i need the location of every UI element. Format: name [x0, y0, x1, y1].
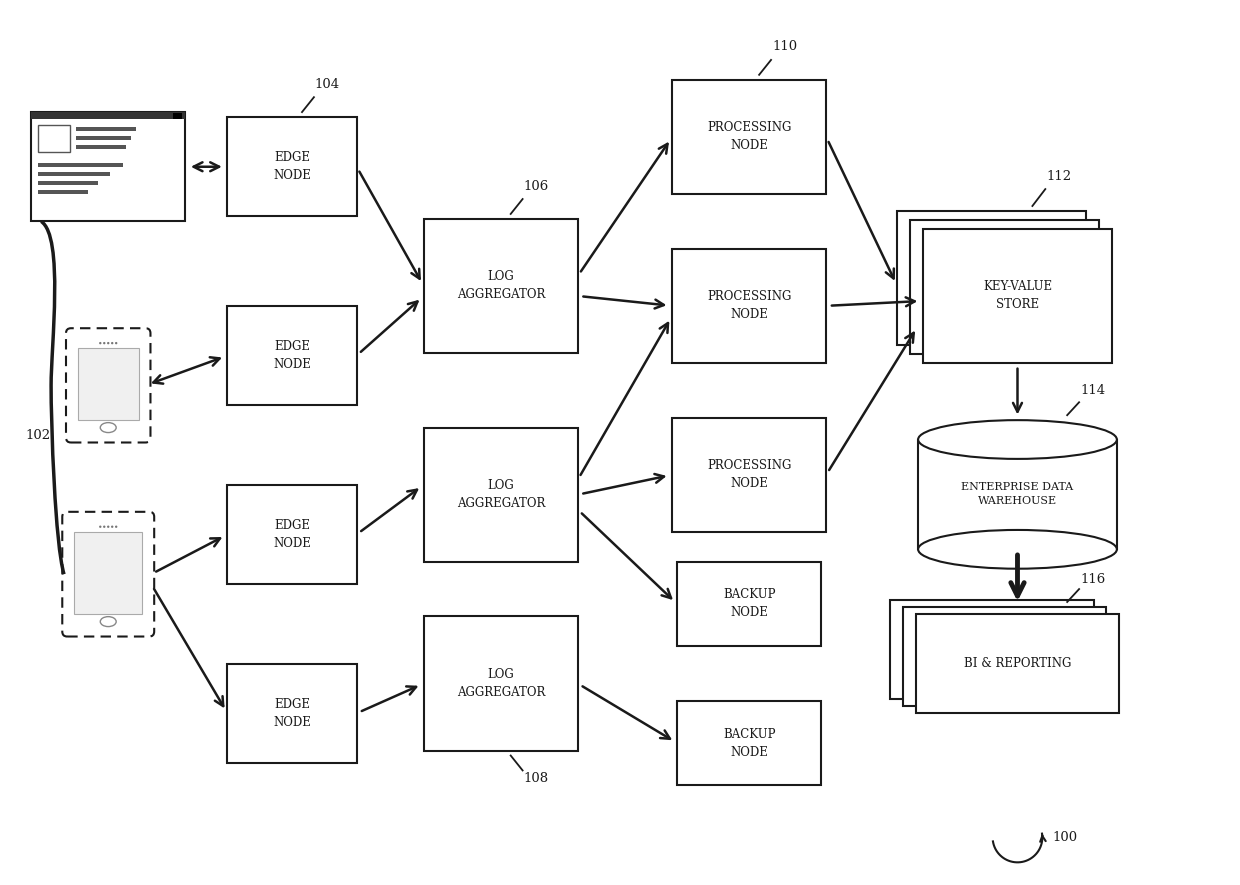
Bar: [31, 112, 185, 119]
Text: EDGE
NODE: EDGE NODE: [273, 151, 311, 182]
Bar: [424, 219, 578, 353]
Bar: [38, 163, 123, 166]
Bar: [227, 306, 357, 405]
Text: BACKUP
NODE: BACKUP NODE: [723, 727, 775, 758]
Circle shape: [99, 342, 102, 344]
FancyBboxPatch shape: [62, 512, 154, 636]
Bar: [38, 172, 109, 176]
Text: LOG
AGGREGATOR: LOG AGGREGATOR: [456, 271, 544, 302]
Text: 108: 108: [523, 772, 549, 785]
Text: 106: 106: [523, 180, 549, 193]
Bar: [672, 418, 826, 532]
Bar: [78, 348, 139, 419]
Circle shape: [112, 526, 113, 528]
Ellipse shape: [100, 617, 117, 627]
Bar: [174, 113, 182, 119]
Bar: [903, 607, 1106, 706]
Text: BACKUP
NODE: BACKUP NODE: [723, 589, 775, 619]
Bar: [672, 249, 826, 363]
Text: 110: 110: [773, 41, 797, 53]
Bar: [227, 664, 357, 763]
Bar: [38, 189, 88, 194]
Text: LOG
AGGREGATOR: LOG AGGREGATOR: [456, 668, 544, 699]
Bar: [424, 427, 578, 562]
Bar: [677, 701, 821, 785]
Circle shape: [115, 342, 118, 344]
Text: PROCESSING
NODE: PROCESSING NODE: [707, 459, 791, 490]
Text: 102: 102: [26, 428, 51, 442]
Text: 112: 112: [1047, 170, 1071, 182]
Bar: [424, 616, 578, 750]
Bar: [910, 219, 1099, 354]
Circle shape: [103, 526, 105, 528]
Circle shape: [99, 526, 102, 528]
Bar: [31, 112, 185, 221]
Circle shape: [107, 526, 109, 528]
Text: KEY-VALUE
STORE: KEY-VALUE STORE: [983, 281, 1052, 312]
Bar: [919, 440, 1116, 530]
Text: 104: 104: [315, 78, 340, 91]
Bar: [227, 117, 357, 217]
Ellipse shape: [100, 423, 117, 433]
Text: LOG
AGGREGATOR: LOG AGGREGATOR: [456, 479, 544, 510]
Text: EDGE
NODE: EDGE NODE: [273, 340, 311, 371]
Bar: [918, 440, 1117, 550]
Bar: [915, 614, 1120, 713]
Bar: [923, 229, 1112, 363]
FancyBboxPatch shape: [66, 328, 150, 442]
Bar: [227, 485, 357, 584]
Text: PROCESSING
NODE: PROCESSING NODE: [707, 121, 791, 152]
Text: 116: 116: [1080, 573, 1105, 586]
Bar: [74, 532, 143, 613]
Ellipse shape: [918, 530, 1117, 569]
Text: PROCESSING
NODE: PROCESSING NODE: [707, 290, 791, 321]
Text: 100: 100: [1053, 831, 1078, 844]
Circle shape: [115, 526, 118, 528]
Text: 114: 114: [1080, 384, 1105, 396]
Text: EDGE
NODE: EDGE NODE: [273, 697, 311, 728]
Bar: [38, 181, 98, 185]
Circle shape: [107, 342, 109, 344]
Text: ENTERPRISE DATA
WAREHOUSE: ENTERPRISE DATA WAREHOUSE: [961, 482, 1074, 506]
Circle shape: [112, 342, 113, 344]
Circle shape: [103, 342, 105, 344]
Bar: [76, 127, 135, 131]
Text: EDGE
NODE: EDGE NODE: [273, 519, 311, 550]
Bar: [76, 145, 125, 149]
Ellipse shape: [918, 420, 1117, 459]
Bar: [38, 125, 69, 152]
Bar: [677, 562, 821, 646]
Bar: [76, 136, 130, 140]
Text: BI & REPORTING: BI & REPORTING: [963, 657, 1071, 670]
Bar: [890, 600, 1094, 699]
Bar: [898, 211, 1086, 345]
Bar: [672, 80, 826, 194]
